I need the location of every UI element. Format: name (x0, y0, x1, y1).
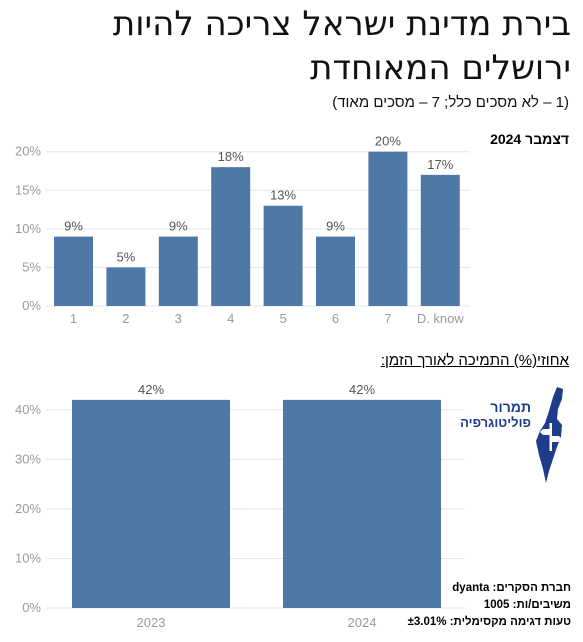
margin-of-error-line: טעות דגימה מקסימלית: ±3.01% (407, 616, 571, 628)
bar (158, 236, 198, 306)
respondents-line: משיבים/ות: 1005 (483, 599, 571, 611)
bar (72, 399, 230, 608)
logo-text: תמרור פוליטוגרפיה (460, 399, 531, 431)
data-label: 18% (218, 149, 244, 164)
logo: תמרור פוליטוגרפיה (435, 385, 575, 485)
logo-line-2: פוליטוגרפיה (460, 415, 531, 430)
bar (420, 174, 460, 306)
x-tick-label: 6 (332, 311, 339, 326)
x-tick-label: 4 (227, 311, 234, 326)
x-tick-label: 1 (70, 311, 77, 326)
logo-line-1: תמרור (490, 399, 531, 415)
y-tick-label: 20% (15, 501, 41, 516)
data-label: 13% (270, 188, 296, 203)
data-label: 9% (169, 219, 188, 234)
data-label: 42% (138, 382, 164, 397)
bar (211, 167, 251, 306)
x-tick-label: 2024 (348, 615, 377, 630)
bar (106, 267, 146, 306)
y-tick-label: 10% (15, 550, 41, 565)
x-tick-label: 3 (175, 311, 182, 326)
data-label: 9% (326, 219, 345, 234)
chart-title: בירת מדינת ישראל צריכה להיות ירושלים המא… (112, 4, 571, 88)
bar (263, 205, 303, 306)
data-label: 17% (427, 157, 453, 172)
data-label: 20% (375, 134, 401, 149)
y-tick-label: 5% (22, 259, 41, 274)
x-tick-label: 5 (279, 311, 286, 326)
y-tick-label: 20% (15, 144, 41, 159)
y-tick-label: 40% (15, 402, 41, 417)
x-tick-label: D. know (417, 311, 465, 326)
bar (54, 236, 93, 306)
x-tick-label: 2023 (137, 615, 166, 630)
data-label: 42% (349, 382, 375, 397)
trend-bar-chart: 0% 10% 20% 30% 40% 42% 2023 42% 2024 (15, 382, 465, 630)
israel-map-with-signpost-icon (536, 387, 563, 483)
y-tick-label: 0% (22, 298, 41, 313)
y-tick-label: 30% (15, 451, 41, 466)
pollster-line: חברת הסקרים: dyanta (452, 582, 571, 594)
scale-subtitle: (1 – לא מסכים כלל; 7 – מסכים מאוד) (332, 94, 569, 111)
distribution-bar-chart: 0%5%10%15%20%9%15%29%318%413%59%620%717%… (15, 134, 470, 326)
bar (368, 151, 408, 306)
y-tick-label: 0% (22, 600, 41, 615)
trend-caption: אחוזי(%) התמיכה לאורך הזמן: (380, 352, 569, 369)
bar (283, 399, 441, 608)
y-tick-label: 10% (15, 221, 41, 236)
y-tick-label: 15% (15, 182, 41, 197)
data-label: 5% (117, 249, 136, 264)
data-label: 9% (64, 219, 83, 234)
x-tick-label: 7 (384, 311, 391, 326)
period-label: דצמבר 2024 (490, 131, 569, 147)
survey-footer: חברת הסקרים: dyanta משיבים/ות: 1005 טעות… (408, 580, 571, 631)
bar (316, 236, 355, 306)
x-tick-label: 2 (122, 311, 129, 326)
